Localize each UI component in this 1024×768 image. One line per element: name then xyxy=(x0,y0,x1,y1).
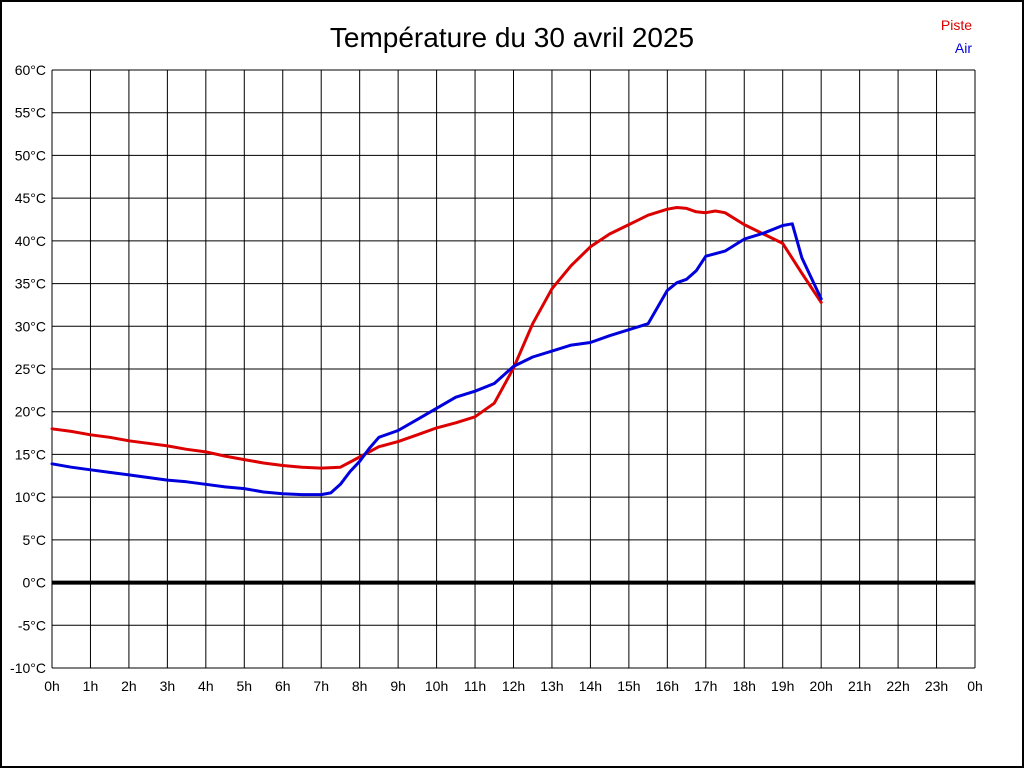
y-tick-label: 15°C xyxy=(15,446,46,462)
y-tick-label: 35°C xyxy=(15,276,46,292)
x-tick-label: 14h xyxy=(579,678,602,694)
chart-title: Température du 30 avril 2025 xyxy=(329,22,695,53)
y-tick-label: 55°C xyxy=(15,105,46,121)
x-tick-label: 15h xyxy=(617,678,640,694)
y-tick-label: -10°C xyxy=(10,660,46,676)
x-tick-label: 6h xyxy=(275,678,291,694)
x-tick-label: 4h xyxy=(198,678,214,694)
x-tick-label: 17h xyxy=(694,678,717,694)
x-tick-label: 2h xyxy=(121,678,137,694)
y-tick-label: 50°C xyxy=(15,147,46,163)
x-tick-label: 23h xyxy=(925,678,948,694)
chart-legend: Piste Air xyxy=(941,14,972,60)
y-tick-label: 60°C xyxy=(15,62,46,78)
legend-item-air: Air xyxy=(954,40,972,56)
y-tick-label: 30°C xyxy=(15,318,46,334)
x-tick-label: 12h xyxy=(502,678,525,694)
y-tick-label: 40°C xyxy=(15,233,46,249)
x-tick-label: 3h xyxy=(160,678,176,694)
x-tick-label: 21h xyxy=(848,678,871,694)
legend-item-piste: Piste xyxy=(940,17,972,33)
piste-line xyxy=(50,206,823,470)
x-tick-label: 5h xyxy=(237,678,253,694)
x-tick-label: 7h xyxy=(313,678,329,694)
x-tick-label: 1h xyxy=(83,678,99,694)
x-tick-label: 8h xyxy=(352,678,368,694)
x-tick-label: 22h xyxy=(886,678,909,694)
x-tick-label: 18h xyxy=(733,678,756,694)
y-tick-label: 25°C xyxy=(15,361,46,377)
y-tick-label: 0°C xyxy=(23,575,47,591)
x-tick-label: 10h xyxy=(425,678,448,694)
y-tick-label: 10°C xyxy=(15,489,46,505)
x-tick-label: 0h xyxy=(967,678,983,694)
x-tick-label: 13h xyxy=(540,678,563,694)
x-tick-label: 16h xyxy=(656,678,679,694)
x-tick-label: 0h xyxy=(44,678,60,694)
y-tick-label: 45°C xyxy=(15,190,46,206)
x-tick-label: 20h xyxy=(809,678,832,694)
y-tick-label: -5°C xyxy=(18,617,46,633)
y-tick-label: 5°C xyxy=(23,532,47,548)
x-tick-label: 11h xyxy=(464,678,486,694)
y-tick-label: 20°C xyxy=(15,404,46,420)
x-tick-label: 19h xyxy=(771,678,794,694)
air-line xyxy=(50,222,823,497)
x-tick-label: 9h xyxy=(390,678,406,694)
